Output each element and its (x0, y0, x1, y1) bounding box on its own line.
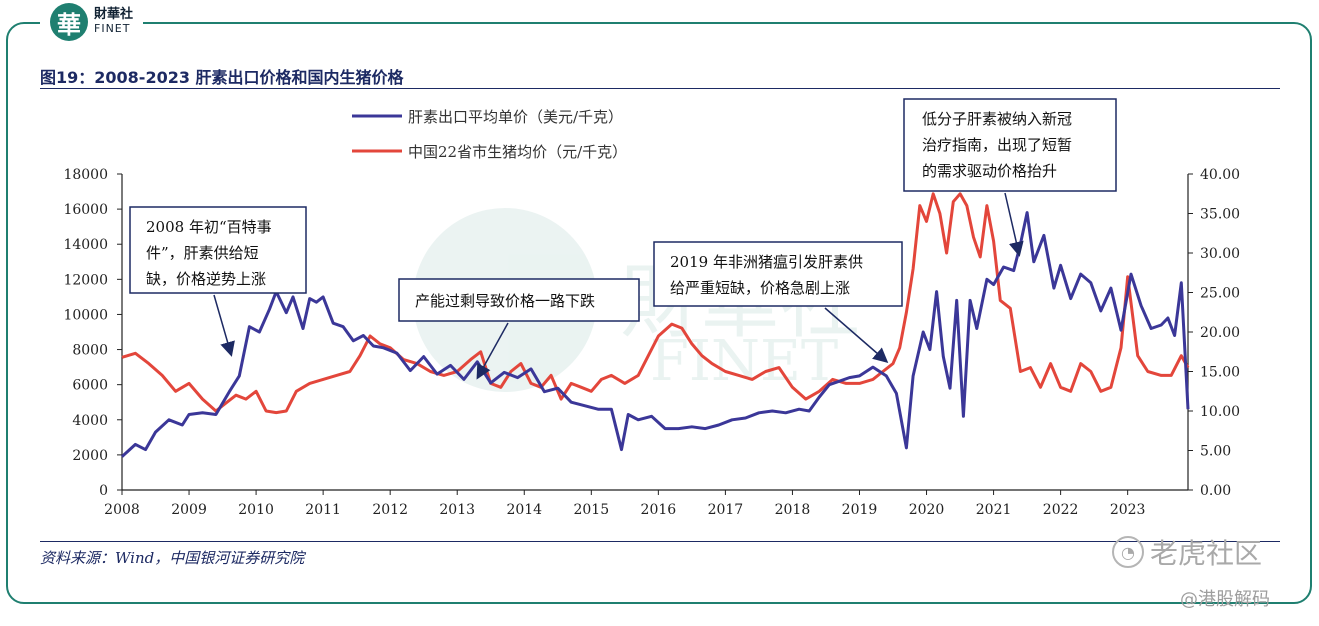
brand-logo: 華 財華社 FINET (40, 0, 144, 44)
series-line-heparin-price (120, 211, 1190, 458)
left-tick-label: 10000 (63, 307, 108, 323)
right-tick-label: 20.00 (1200, 325, 1240, 341)
annotation-2-line1: 产能过剩导致价格一路下跌 (415, 292, 595, 310)
annotation-4-box (903, 98, 1117, 192)
annotation-1-arrow (213, 294, 235, 357)
watermark-handle: @港股解码 (1180, 589, 1270, 610)
figure-title: 图19：2008-2023 肝素出口价格和国内生猪价格 (40, 68, 404, 87)
annotation-3-arrow (824, 307, 889, 363)
annotation-1-box (129, 206, 307, 294)
brand-name-cn: 財華社 (94, 7, 134, 22)
annotation-1-line2: 件”，肝素供给短 (146, 244, 259, 262)
x-tick-label: 2020 (909, 502, 945, 518)
left-axis-ticks: 0 2000 4000 6000 8000 10000 12000 14000 16000 180… (63, 167, 122, 499)
x-tick-label: 2015 (573, 502, 609, 518)
right-tick-label: 40.00 (1200, 167, 1240, 183)
legend: 肝素出口平均单价（美元/千克） 中国22省市生猪均价（元/千克） (352, 108, 627, 161)
annotation-4-arrow (1004, 192, 1024, 257)
x-tick-label: 2017 (708, 502, 744, 518)
x-tick-label: 2016 (641, 502, 677, 518)
left-tick-label: 12000 (63, 272, 108, 288)
left-tick-label: 16000 (63, 202, 108, 218)
annotation-1-line3: 缺，价格逆势上涨 (146, 270, 266, 288)
annotation-2-box (398, 278, 640, 322)
x-tick-label: 2023 (1110, 502, 1146, 518)
x-tick-label: 2022 (1043, 502, 1079, 518)
right-tick-label: 35.00 (1200, 207, 1240, 223)
source-note: 资料来源：Wind，中国银河证券研究院 (40, 549, 305, 567)
x-axis-ticks: 2008 2009 2010 2011 2012 2013 2014 2015 2016 2017… (104, 490, 1145, 518)
watermark-tiger: ◔ 老虎社区 (1112, 532, 1262, 572)
right-tick-label: 15.00 (1200, 365, 1240, 381)
x-tick-label: 2009 (171, 502, 207, 518)
x-tick-label: 2012 (372, 502, 408, 518)
left-tick-label: 0 (99, 483, 108, 499)
x-tick-label: 2013 (439, 502, 475, 518)
series-line-pig-price (121, 192, 1190, 415)
x-tick-label: 2018 (775, 502, 811, 518)
left-tick-label: 8000 (72, 343, 108, 359)
left-tick-label: 6000 (72, 378, 108, 394)
annotation-1: 2008 年初“百特事 件”，肝素供给短 缺，价格逆势上涨 (129, 206, 307, 357)
x-tick-label: 2014 (506, 502, 542, 518)
right-axis-ticks: 0.00 5.00 10.00 15.00 20.00 25.00 30.00 35.00 40… (1188, 167, 1240, 499)
annotation-3: 2019 年非洲猪瘟引发肝素供 给严重短缺，价格急剧上涨 (653, 241, 903, 363)
title-divider (40, 88, 1280, 89)
legend-label-series2: 中国22省市生猪均价（元/千克） (408, 143, 627, 161)
watermark-en: FINET (650, 329, 838, 394)
brand-name-en: FINET (94, 22, 131, 35)
right-tick-label: 0.00 (1200, 483, 1231, 499)
left-tick-label: 18000 (63, 167, 108, 183)
left-tick-label: 4000 (72, 413, 108, 429)
left-tick-label: 14000 (63, 237, 108, 253)
right-tick-label: 10.00 (1200, 404, 1240, 420)
brand-mark-icon: 華 (50, 3, 88, 41)
annotation-3-line2: 给严重短缺，价格急剧上涨 (670, 279, 850, 297)
x-tick-label: 2008 (104, 502, 140, 518)
annotation-4-line1: 低分子肝素被纳入新冠 (922, 110, 1072, 128)
right-tick-label: 30.00 (1200, 246, 1240, 262)
footer-divider (40, 541, 1280, 542)
x-tick-label: 2011 (305, 502, 341, 518)
x-tick-label: 2021 (976, 502, 1012, 518)
annotation-4-line2: 治疗指南，出现了短暂 (922, 136, 1072, 154)
annotation-1-line1: 2008 年初“百特事 (146, 218, 272, 236)
left-tick-label: 2000 (72, 448, 108, 464)
legend-label-series1: 肝素出口平均单价（美元/千克） (408, 108, 623, 126)
x-tick-label: 2019 (842, 502, 878, 518)
right-tick-label: 25.00 (1200, 286, 1240, 302)
x-tick-label: 2010 (238, 502, 274, 518)
annotation-4: 低分子肝素被纳入新冠 治疗指南，出现了短暂 的需求驱动价格抬升 (903, 98, 1117, 257)
annotation-4-line3: 的需求驱动价格抬升 (922, 162, 1057, 180)
annotation-3-box (653, 241, 903, 307)
tiger-logo-icon: ◔ (1112, 536, 1144, 568)
right-tick-label: 5.00 (1200, 444, 1231, 460)
annotation-2-arrow (476, 322, 509, 380)
annotation-2: 产能过剩导致价格一路下跌 (398, 278, 640, 380)
watermark-tiger-text: 老虎社区 (1150, 537, 1263, 570)
annotation-3-line1: 2019 年非洲猪瘟引发肝素供 (670, 253, 863, 271)
